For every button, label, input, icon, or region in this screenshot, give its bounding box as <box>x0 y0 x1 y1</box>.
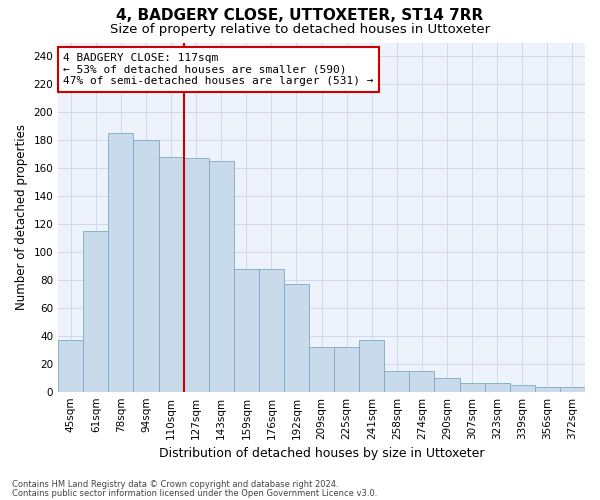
Bar <box>259 269 284 392</box>
Bar <box>284 284 309 392</box>
X-axis label: Distribution of detached houses by size in Uttoxeter: Distribution of detached houses by size … <box>159 447 484 460</box>
Text: 4 BADGERY CLOSE: 117sqm
← 53% of detached houses are smaller (590)
47% of semi-d: 4 BADGERY CLOSE: 117sqm ← 53% of detache… <box>64 53 374 86</box>
Bar <box>359 340 385 392</box>
Bar <box>460 384 485 392</box>
Bar <box>510 384 535 392</box>
Bar <box>560 388 585 392</box>
Bar <box>109 134 133 392</box>
Bar <box>234 269 259 392</box>
Bar <box>434 378 460 392</box>
Bar <box>133 140 158 392</box>
Y-axis label: Number of detached properties: Number of detached properties <box>15 124 28 310</box>
Bar <box>535 388 560 392</box>
Bar <box>58 340 83 392</box>
Bar <box>83 231 109 392</box>
Text: Contains public sector information licensed under the Open Government Licence v3: Contains public sector information licen… <box>12 488 377 498</box>
Bar <box>209 161 234 392</box>
Bar <box>485 384 510 392</box>
Bar <box>334 347 359 392</box>
Text: Contains HM Land Registry data © Crown copyright and database right 2024.: Contains HM Land Registry data © Crown c… <box>12 480 338 489</box>
Bar <box>309 347 334 392</box>
Text: Size of property relative to detached houses in Uttoxeter: Size of property relative to detached ho… <box>110 22 490 36</box>
Bar <box>184 158 209 392</box>
Bar <box>158 157 184 392</box>
Text: 4, BADGERY CLOSE, UTTOXETER, ST14 7RR: 4, BADGERY CLOSE, UTTOXETER, ST14 7RR <box>116 8 484 22</box>
Bar <box>385 370 409 392</box>
Bar <box>409 370 434 392</box>
